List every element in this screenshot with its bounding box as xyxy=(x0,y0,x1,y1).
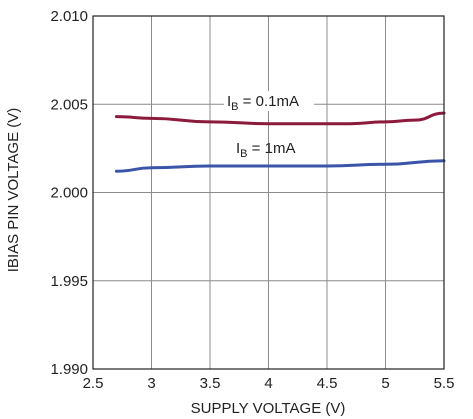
x-tick-label: 3.5 xyxy=(200,375,221,392)
y-tick-label: 2.000 xyxy=(50,185,88,202)
series-label-rest: = 1mA xyxy=(248,140,296,157)
series-label-subscript: B xyxy=(240,148,247,160)
legend-label-bg-0 xyxy=(224,91,314,111)
series-label-subscript: B xyxy=(231,101,238,113)
x-tick-label: 4.5 xyxy=(317,375,338,392)
y-tick-label: 2.010 xyxy=(50,8,88,25)
series-lines xyxy=(114,111,446,173)
y-tick-label: 1.990 xyxy=(50,361,88,378)
x-axis-label: SUPPLY VOLTAGE (V) xyxy=(191,400,346,417)
tick-labels: 2.5 3 3.5 4 4.5 5 5.5 1.990 1.995 2.000 2.005 2.010 xyxy=(50,8,454,392)
x-tick-label: 2.5 xyxy=(83,375,104,392)
series-line-1 xyxy=(114,159,446,173)
plot-frame xyxy=(92,15,445,370)
series-label-main: I xyxy=(227,93,231,110)
y-tick-label: 2.005 xyxy=(50,96,88,113)
grid xyxy=(93,16,444,369)
x-tick-label: 4 xyxy=(264,375,272,392)
series-label-rest: = 0.1mA xyxy=(239,93,299,110)
y-tick-label: 1.995 xyxy=(50,273,88,290)
x-tick-label: 3 xyxy=(147,375,155,392)
series-label-main: I xyxy=(236,140,240,157)
series-label-ib-1ma: IB = 1mA xyxy=(236,140,295,160)
x-tick-label: 5.5 xyxy=(434,375,455,392)
series-label-ib-0p1ma: IB = 0.1mA xyxy=(227,93,299,113)
x-tick-label: 5 xyxy=(381,375,389,392)
y-axis-label: IBIAS PIN VOLTAGE (V) xyxy=(5,108,22,272)
series-line-0 xyxy=(114,111,446,126)
